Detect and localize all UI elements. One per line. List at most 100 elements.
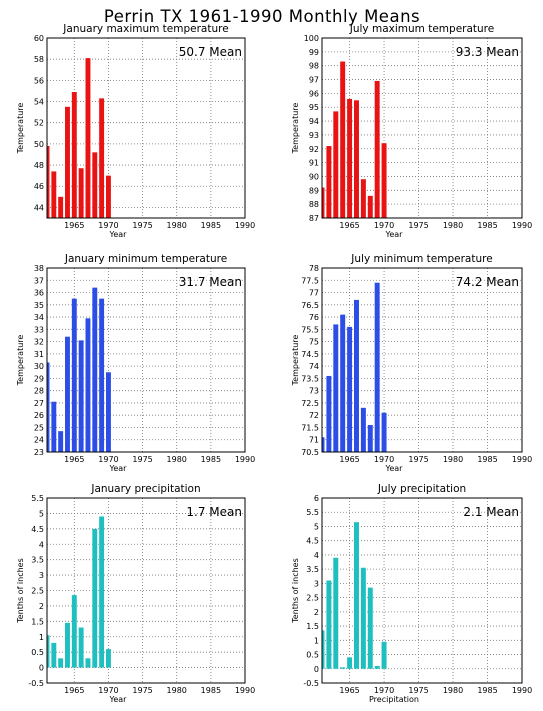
panel-january-minimum-temperature: 23 24 25 26 27 28 29 30 31 32 33 34 35 36 37 38 1965 1970… (16, 253, 255, 473)
x-tick-label: 1980 (167, 455, 187, 464)
bar-1961 (47, 362, 50, 452)
y-tick-label: 73 (309, 387, 319, 396)
bar-1969 (374, 80, 380, 218)
y-tick-label: 1.5 (31, 617, 44, 626)
y-tick-label: 36 (34, 289, 44, 298)
x-tick-label: 1965 (339, 221, 359, 230)
y-tick-label: 6 (314, 494, 319, 503)
x-tick-label: 1980 (167, 221, 187, 230)
y-tick-label: 77 (309, 289, 319, 298)
y-tick-label: 60 (34, 34, 44, 43)
x-tick-label: 1985 (477, 221, 497, 230)
mean-label: 2.1 Mean (463, 505, 519, 519)
y-tick-label: 97 (309, 76, 319, 85)
y-tick-label: 5 (39, 509, 44, 518)
panel-title: January maximum temperature (62, 23, 228, 35)
y-tick-label: 2.5 (31, 587, 44, 596)
panel-title: July precipitation (377, 483, 466, 495)
bar-1962 (326, 580, 332, 669)
y-tick-label: -0.5 (303, 679, 319, 688)
y-tick-label: 75.5 (301, 325, 319, 334)
x-tick-label: 1965 (64, 221, 84, 230)
x-tick-label: 1965 (339, 455, 359, 464)
x-tick-label: 1970 (98, 221, 118, 230)
y-tick-label: 30 (34, 362, 44, 371)
x-tick-label: 1980 (443, 686, 463, 695)
x-tick-label: 1985 (477, 455, 497, 464)
y-tick-label: 77.5 (301, 276, 319, 285)
bar-1963 (58, 658, 64, 668)
bar-1965 (71, 595, 77, 668)
x-axis-label: Year (109, 695, 128, 704)
x-tick-label: 1990 (235, 455, 255, 464)
y-tick-label: 1 (314, 636, 319, 645)
x-tick-label: 1975 (408, 221, 428, 230)
bar-1964 (65, 336, 70, 452)
y-tick-label: 3.5 (31, 556, 44, 565)
y-tick-label: 92 (309, 145, 319, 154)
y-axis-label: Temperature (16, 335, 25, 387)
bar-1966 (354, 299, 359, 452)
x-tick-label: 1990 (512, 221, 532, 230)
y-tick-label: 93 (309, 131, 319, 140)
panel-title: January precipitation (90, 483, 200, 495)
bar-1967 (85, 318, 91, 452)
y-tick-label: 4 (39, 540, 44, 549)
y-tick-label: 32 (34, 338, 44, 347)
x-axis-label: Precipitation (369, 695, 419, 704)
bar-1964 (340, 61, 346, 219)
y-axis-label: Temperature (291, 103, 300, 155)
y-axis-label: Tenths of inches (16, 558, 25, 624)
bar-1962 (51, 401, 57, 452)
panel-title: July maximum temperature (349, 23, 494, 35)
bar-1965 (347, 98, 353, 218)
panel-title: January minimum temperature (64, 253, 227, 265)
y-tick-label: 96 (309, 89, 319, 98)
y-tick-label: 4.5 (306, 537, 319, 546)
y-tick-label: 26 (34, 411, 44, 420)
y-tick-label: 5 (314, 522, 319, 531)
x-tick-label: 1975 (408, 686, 428, 695)
y-tick-label: 100 (304, 34, 319, 43)
bar-1961 (322, 630, 325, 669)
y-tick-label: 2 (314, 608, 319, 617)
y-tick-label: 3 (314, 579, 319, 588)
x-tick-label: 1985 (201, 455, 221, 464)
y-tick-label: 23 (34, 448, 44, 457)
bar-1967 (360, 567, 366, 669)
y-tick-label: 27 (34, 399, 44, 408)
panel-july-maximum-temperature: 87 88 89 90 91 92 93 94 95 96 97 98 99 100 1965 1970 197… (291, 23, 532, 239)
y-tick-label: 0.5 (306, 651, 319, 660)
mean-label: 31.7 Mean (179, 275, 242, 289)
y-tick-label: 94 (309, 117, 319, 126)
bar-1961 (47, 146, 50, 218)
plot-frame (321, 37, 523, 219)
plot-frame (321, 267, 523, 453)
bar-1962 (326, 375, 332, 452)
bar-1969 (99, 98, 105, 218)
y-axis-label: Temperature (291, 335, 300, 387)
y-tick-label: 88 (309, 200, 319, 209)
bar-1968 (367, 425, 373, 452)
y-tick-label: 71.5 (301, 423, 319, 432)
bar-1968 (92, 528, 98, 668)
bar-1970 (381, 143, 387, 218)
y-tick-label: 1.5 (306, 622, 319, 631)
x-tick-label: 1970 (374, 686, 394, 695)
y-tick-label: 70.5 (301, 448, 319, 457)
bar-1963 (333, 111, 339, 218)
x-tick-label: 1970 (98, 686, 118, 695)
x-tick-label: 1970 (374, 455, 394, 464)
y-tick-label: 72 (309, 411, 319, 420)
bar-1970 (105, 649, 111, 668)
x-tick-label: 1985 (201, 686, 221, 695)
y-tick-label: 73.5 (301, 374, 319, 383)
y-tick-label: 56 (34, 76, 44, 85)
y-tick-label: 28 (34, 387, 44, 396)
bar-1962 (51, 642, 57, 668)
bar-1968 (92, 152, 98, 218)
bar-1966 (78, 627, 84, 668)
mean-label: 50.7 Mean (179, 45, 242, 59)
bar-1964 (65, 622, 70, 668)
y-tick-label: 0 (39, 664, 44, 673)
